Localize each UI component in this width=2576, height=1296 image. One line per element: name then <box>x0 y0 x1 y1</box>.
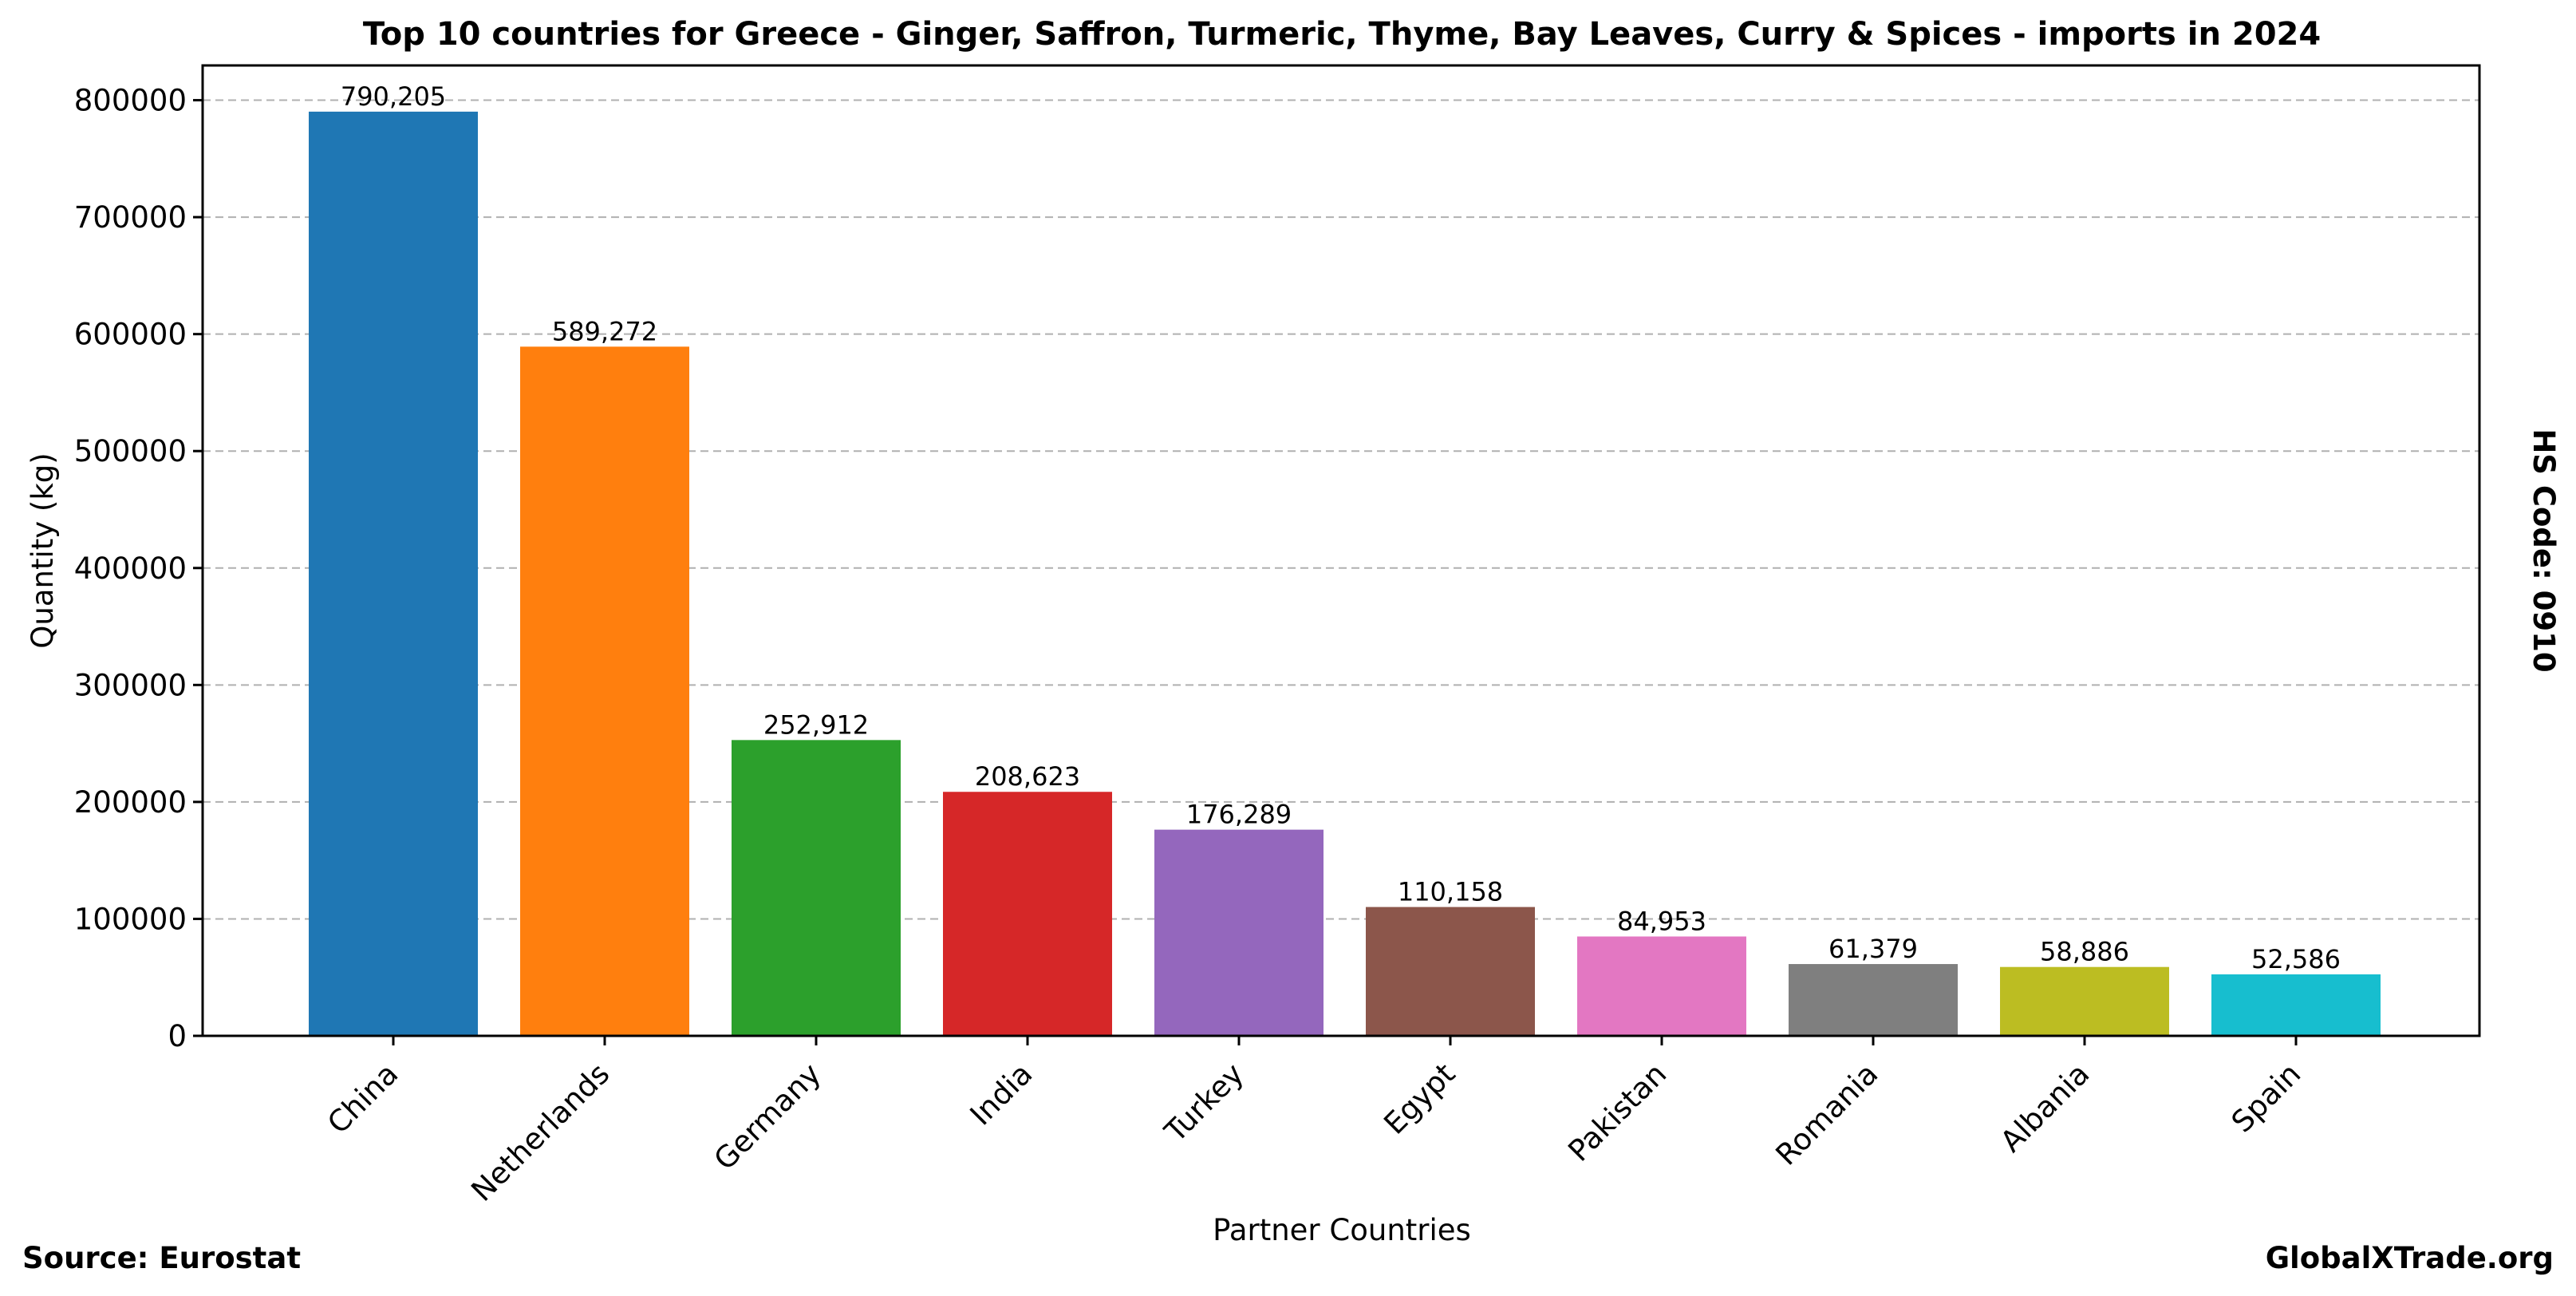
hs-code-label: HS Code: 0910 <box>2527 429 2561 672</box>
bar-china <box>309 111 478 1036</box>
y-tick-label: 400000 <box>74 551 187 586</box>
y-axis-ticks: 0 100000 200000 300000 400000 500000 600000 700… <box>74 84 203 1053</box>
value-label: 58,886 <box>2040 937 2129 967</box>
bar-india <box>943 792 1112 1036</box>
x-tick-label: Pakistan <box>1561 1057 1673 1168</box>
bar-albania <box>2000 966 2169 1036</box>
y-tick-label: 500000 <box>74 434 187 468</box>
gridlines <box>203 99 2479 920</box>
x-axis-ticks: China Netherlands Germany India Turkey Egypt P… <box>321 1036 2307 1208</box>
brand-label: GlobalXTrade.org <box>2265 1241 2554 1275</box>
y-tick-label: 300000 <box>74 668 187 702</box>
chart-title: Top 10 countries for Greece - Ginger, Sa… <box>363 16 2321 53</box>
bar-netherlands <box>520 346 689 1036</box>
x-axis-label: Partner Countries <box>1213 1213 1471 1247</box>
y-axis-label: Quantity (kg) <box>26 452 60 648</box>
y-tick-label: 800000 <box>74 84 187 118</box>
x-tick-label: India <box>964 1057 1039 1132</box>
value-label: 176,289 <box>1186 800 1292 830</box>
x-tick-label: Germany <box>708 1057 828 1177</box>
bar-germany <box>732 740 901 1036</box>
x-tick-label: Netherlands <box>464 1057 616 1208</box>
bar-pakistan <box>1577 936 1746 1036</box>
x-tick-label: Turkey <box>1158 1057 1250 1149</box>
value-label: 52,586 <box>2251 944 2341 974</box>
bar-egypt <box>1366 907 1535 1036</box>
bar-spain <box>2211 974 2381 1036</box>
value-label: 790,205 <box>341 81 446 112</box>
bar-turkey <box>1154 829 1324 1036</box>
value-label: 84,953 <box>1617 906 1706 936</box>
x-tick-label: Albania <box>1994 1057 2096 1159</box>
x-tick-label: China <box>321 1057 404 1140</box>
x-tick-label: Spain <box>2225 1057 2308 1140</box>
y-tick-label: 600000 <box>74 318 187 352</box>
value-label: 110,158 <box>1398 877 1503 907</box>
value-label: 61,379 <box>1828 934 1918 964</box>
plot-frame <box>201 64 2481 1037</box>
value-label: 208,623 <box>975 761 1080 792</box>
x-tick-label: Egypt <box>1377 1057 1462 1141</box>
y-tick-label: 100000 <box>74 902 187 936</box>
y-tick-label: 200000 <box>74 785 187 820</box>
value-label: 252,912 <box>763 709 869 740</box>
value-label: 589,272 <box>552 316 657 346</box>
value-labels: 790,205 589,272 252,912 208,623 176,289 110,1… <box>341 81 2341 974</box>
y-tick-label: 0 <box>168 1019 187 1053</box>
x-tick-label: Romania <box>1769 1057 1885 1172</box>
source-label: Source: Eurostat <box>22 1241 302 1275</box>
y-tick-label: 700000 <box>74 200 187 235</box>
bar-romania <box>1789 964 1958 1036</box>
bars <box>309 111 2381 1036</box>
